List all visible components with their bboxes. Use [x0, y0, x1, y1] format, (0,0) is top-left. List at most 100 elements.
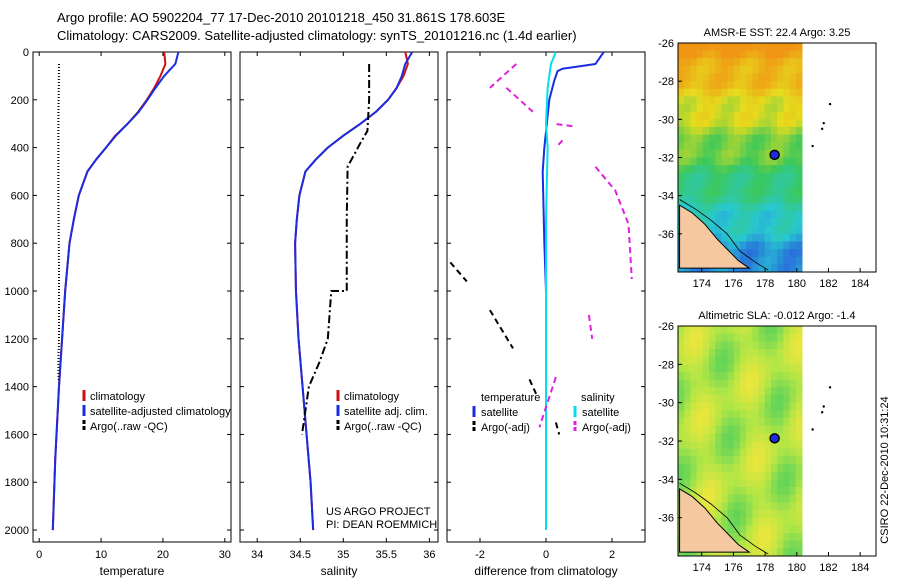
map-cell	[771, 418, 778, 427]
map-cell	[758, 104, 766, 113]
map-cell	[752, 540, 760, 549]
map-cell	[789, 157, 797, 166]
map-cell	[752, 464, 760, 473]
map-cell	[684, 195, 691, 204]
map-cell	[721, 372, 729, 381]
map-cell	[777, 218, 784, 227]
map-cell	[740, 65, 747, 75]
map-cell	[702, 81, 710, 90]
map-cell	[789, 456, 797, 465]
map-cell	[777, 233, 784, 242]
map-cell	[715, 471, 722, 480]
map-cell	[764, 233, 772, 242]
map-cell	[746, 487, 753, 496]
map-cell	[727, 134, 735, 143]
map-cell	[764, 418, 772, 427]
map-cell	[721, 88, 729, 97]
map-cell	[740, 88, 747, 97]
map-cell	[771, 226, 778, 235]
map-cell	[783, 195, 791, 204]
map-cell	[721, 81, 729, 90]
map-cell	[795, 333, 803, 342]
map-cell	[783, 119, 791, 128]
map-cell	[752, 517, 760, 526]
series-line	[528, 379, 538, 395]
legend-label: Argo(-adj)	[582, 422, 631, 434]
map-cell	[758, 43, 766, 52]
series-line	[449, 261, 468, 283]
map-cell	[690, 104, 698, 113]
map-cell	[789, 264, 797, 273]
map-cell	[783, 172, 791, 181]
map-cell	[740, 433, 747, 442]
y-tick-label: -36	[658, 513, 674, 525]
map-cell	[702, 364, 710, 373]
island-marker	[811, 144, 814, 148]
x-tick-label: 174	[693, 278, 711, 290]
map-cell	[783, 96, 791, 105]
map-cell	[783, 73, 791, 82]
map-cell	[721, 210, 729, 220]
map-cell	[684, 349, 691, 358]
map-cell	[684, 356, 691, 365]
map-cell	[678, 372, 685, 381]
legend-label: satellite adj. clim.	[344, 406, 428, 418]
map-cell	[684, 149, 691, 158]
map-cell	[696, 149, 704, 158]
map-cell	[758, 50, 766, 59]
map-cell	[702, 448, 710, 457]
map-cell	[721, 233, 729, 242]
map-cell	[702, 126, 710, 136]
series-line	[300, 63, 371, 435]
map-cell	[715, 464, 722, 473]
legend-label: climatology	[344, 391, 400, 403]
map-cell	[752, 172, 760, 181]
map-cell	[727, 456, 735, 465]
map-cell	[715, 517, 722, 526]
map-cell	[758, 349, 766, 358]
map-cell	[702, 425, 710, 434]
map-cell	[733, 149, 741, 158]
map-cell	[783, 464, 791, 473]
map-cell	[764, 464, 772, 473]
map-cell	[764, 379, 772, 388]
y-tick-label: -28	[658, 359, 674, 371]
map-cell	[696, 210, 704, 220]
map-cell	[709, 395, 716, 404]
map-cell	[746, 111, 753, 120]
map-cell	[795, 249, 803, 258]
map-cell	[758, 210, 766, 220]
map-cell	[795, 188, 803, 197]
map-cell	[746, 341, 753, 350]
map-cell	[702, 441, 710, 450]
island-marker	[828, 102, 832, 106]
map-cell	[696, 157, 704, 166]
map-cell	[777, 410, 784, 419]
map-cell	[777, 126, 784, 136]
map-cell	[696, 471, 704, 480]
map-cell	[709, 111, 716, 120]
map-cell	[733, 326, 741, 335]
map-cell	[777, 341, 784, 350]
map-cell	[721, 157, 729, 166]
map-cell	[678, 425, 685, 434]
map-cell	[752, 341, 760, 350]
map-cell	[758, 180, 766, 189]
map-cell	[758, 356, 766, 365]
y-tick-label: 0	[23, 47, 29, 59]
map-cell	[777, 111, 784, 120]
map-cell	[777, 356, 784, 365]
map-cell	[777, 73, 784, 82]
map-cell	[721, 349, 729, 358]
map-cell	[696, 195, 704, 204]
map-cell	[690, 395, 698, 404]
map-cell	[733, 333, 741, 342]
y-tick-label: 1600	[5, 429, 29, 441]
map-cell	[690, 180, 698, 189]
map-cell	[709, 172, 716, 181]
map-cell	[789, 448, 797, 457]
map-cell	[758, 134, 766, 143]
map-cell	[709, 119, 716, 128]
legend-label: climatology	[90, 391, 146, 403]
map-cell	[721, 402, 729, 411]
